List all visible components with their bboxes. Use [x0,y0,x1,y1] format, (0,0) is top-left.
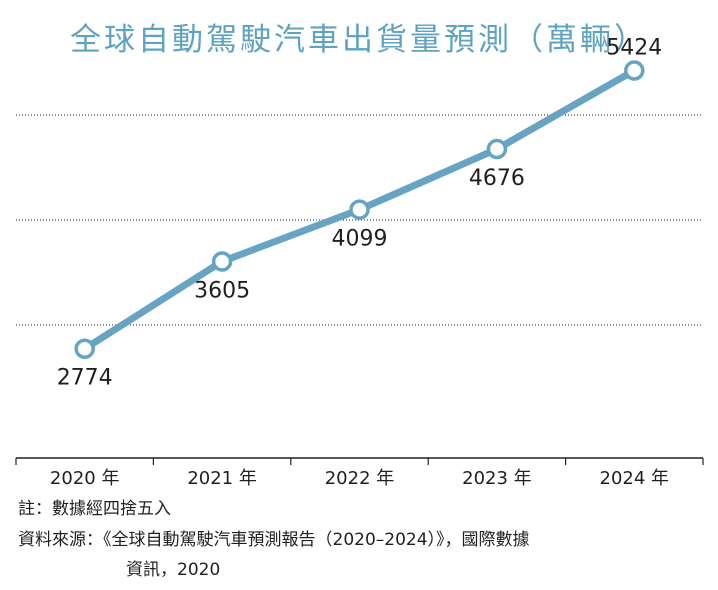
x-tick-label: 2023 年 [462,468,532,489]
data-labels: 2774 3605 4099 4676 5424 [57,35,663,390]
data-point [349,199,370,220]
x-axis: 2020 年 2021 年 2022 年 2023 年 2024 年 [15,457,704,489]
data-label: 3605 [194,278,250,303]
data-point [486,138,508,160]
chart-title: 全球自動駕駛汽車出貨量預測（萬輛） [70,22,648,58]
x-tick-label: 2020 年 [50,468,120,489]
data-label: 2774 [57,366,113,391]
data-point [74,338,95,359]
data-points [74,60,645,359]
note-text: 註：數據經四捨五入 [18,499,171,519]
x-tick-label: 2021 年 [187,468,257,489]
gridlines [16,114,703,326]
x-tick-label: 2024 年 [600,468,670,489]
source-text: 資料來源：《全球自動駕駛汽車預測報告（2020–2024）》，國際數據 [18,530,530,550]
line-chart: 2020 年 2021 年 2022 年 2023 年 2024 年 2774 3605 4… [15,35,704,489]
data-label: 4676 [469,166,525,191]
data-label: 5424 [606,35,662,60]
data-point [211,251,233,272]
data-label: 4099 [332,227,388,252]
data-point [624,60,645,81]
source-text-continued: 資訊，2020 [126,560,221,580]
x-tick-label: 2022 年 [325,468,395,489]
